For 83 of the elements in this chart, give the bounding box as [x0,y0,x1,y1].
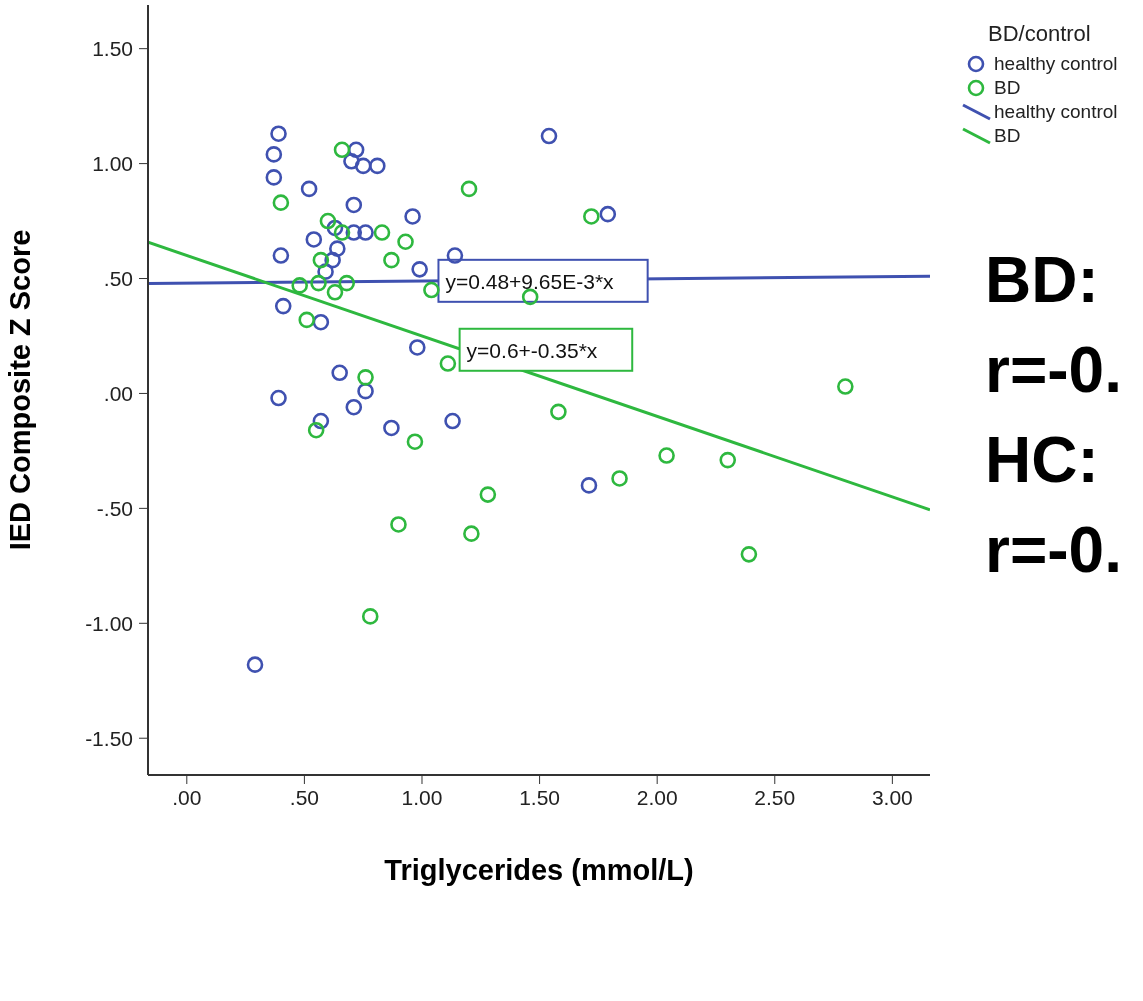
point [333,224,351,241]
text: r=-0. [985,333,1122,408]
point [740,546,758,563]
point [305,231,323,248]
y-tick-label: 1.00 [92,152,133,176]
point [319,212,337,230]
point [444,412,461,430]
legend-label: BD [994,124,1021,148]
point [383,419,400,437]
point [291,277,308,294]
y-tick-label: -.50 [96,496,133,520]
point [397,233,414,251]
point [246,656,264,673]
y-tick-label: .00 [103,381,133,405]
x-tick-label: 1.00 [401,785,443,809]
point [408,339,426,356]
x-tick-label: 2.50 [754,785,796,809]
text: BD: [985,243,1100,318]
point [446,247,464,264]
point [338,274,356,292]
y-tick-label: -1.00 [85,611,133,635]
point [580,477,598,494]
point [423,281,440,299]
point [583,208,600,225]
y-tick-label: .50 [103,266,133,290]
point [298,311,316,329]
text: HC: [985,423,1100,498]
point [310,274,327,292]
point [540,127,558,145]
point [345,196,363,214]
text: r=-0. [985,513,1122,588]
point [265,169,283,186]
point [373,224,391,241]
point [550,403,567,421]
x-tick-label: .50 [289,785,319,809]
annotation: y=0.48+9.65E-3*x [445,269,615,293]
point [357,382,374,400]
point [411,261,428,278]
point [345,398,363,416]
point [326,284,344,301]
point [599,205,617,223]
point [369,157,386,175]
x-tick-label: 1.50 [519,785,561,809]
point [357,224,374,241]
point [300,180,318,198]
point [439,355,457,372]
x-axis-title: Triglycerides (mmol/L) [384,854,694,886]
point [406,433,424,451]
point [354,157,372,175]
point [272,247,290,264]
point [312,251,330,269]
x-tick-label: .00 [172,785,202,809]
point [307,421,325,439]
annotation: y=0.6+-0.35*x [466,338,598,362]
point [333,141,351,159]
point [272,194,290,211]
point [837,378,854,395]
point [390,516,407,533]
point [479,486,497,503]
legend-title: BD/control [988,21,1092,46]
point [404,208,421,225]
legend-label: healthy control [994,52,1118,76]
point [331,364,348,382]
point [312,313,330,331]
point [270,389,287,407]
point [383,251,400,269]
y-axis-title: IED Composite Z Score [4,229,37,551]
point [658,447,675,464]
point [361,608,379,625]
point [611,470,628,487]
point [463,525,480,542]
y-tick-label: -1.50 [85,726,133,750]
y-tick-label: 1.50 [92,37,133,61]
point [270,125,287,143]
legend-label: BD [994,76,1021,100]
legend-label: healthy control [994,100,1118,124]
point [265,146,283,163]
point [274,297,292,315]
x-tick-label: 2.00 [636,785,678,809]
point [719,451,737,469]
x-tick-label: 3.00 [871,785,913,809]
point [460,180,478,198]
point [357,369,374,386]
